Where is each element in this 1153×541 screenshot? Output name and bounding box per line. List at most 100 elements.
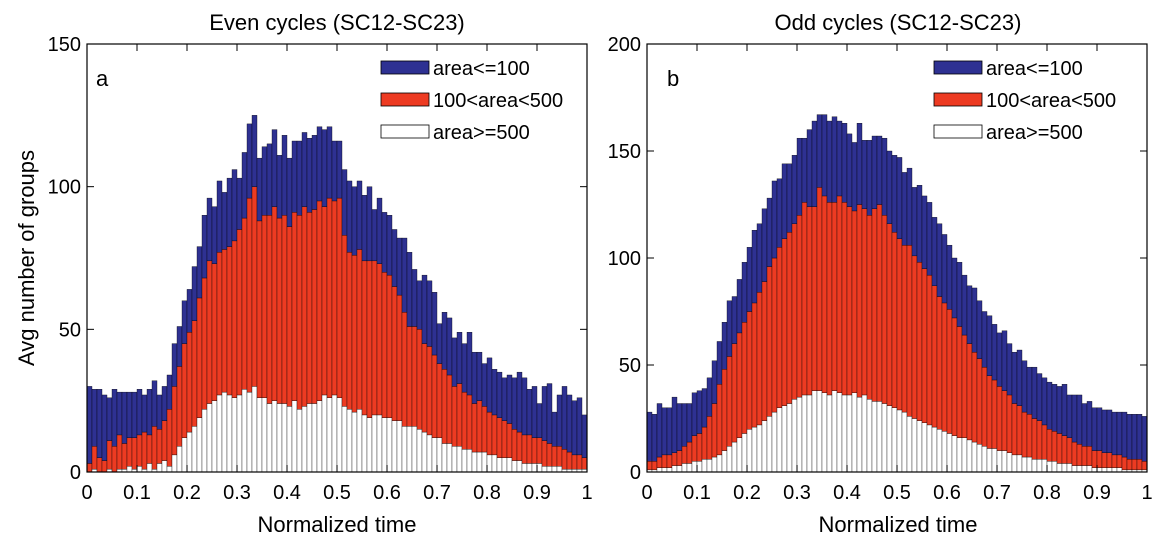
bar-segment bbox=[401, 312, 408, 427]
bar-segment bbox=[736, 332, 743, 438]
bar-segment bbox=[966, 285, 973, 344]
bar-segment bbox=[836, 195, 843, 393]
bar-segment bbox=[326, 197, 333, 398]
bar-segment bbox=[946, 244, 953, 310]
y-tick-label: 200 bbox=[608, 34, 641, 56]
bar-segment bbox=[431, 292, 438, 356]
bar-segment bbox=[551, 446, 558, 467]
bar-segment bbox=[841, 123, 848, 203]
bar-segment bbox=[751, 426, 758, 473]
panel-b-title: Odd cycles (SC12-SC23) bbox=[775, 10, 1022, 35]
bar-segment bbox=[436, 437, 443, 473]
bar-segment bbox=[91, 446, 98, 470]
bar-segment bbox=[461, 343, 468, 393]
panel-a: Even cycles (SC12-SC23) 0 50 100 150 0 0.1 0.… bbox=[48, 10, 593, 537]
bar-segment bbox=[291, 140, 298, 213]
bar-segment bbox=[261, 215, 268, 398]
bar-segment bbox=[506, 423, 513, 458]
bar-segment bbox=[1031, 366, 1038, 419]
x-tick-label: 0.5 bbox=[323, 482, 351, 504]
bar-segment bbox=[686, 463, 693, 473]
bar-segment bbox=[351, 254, 358, 413]
bar-segment bbox=[1031, 418, 1038, 460]
bar-segment bbox=[361, 195, 368, 262]
panel-a-axes-box bbox=[86, 43, 588, 473]
bar-segment bbox=[486, 357, 493, 413]
bar-segment bbox=[946, 309, 953, 434]
x-tick-label: 0 bbox=[81, 482, 92, 504]
bar-segment bbox=[316, 126, 323, 202]
bar-segment bbox=[666, 467, 673, 473]
bar-segment bbox=[306, 403, 313, 473]
bar-segment bbox=[766, 416, 773, 473]
bar-segment bbox=[986, 375, 993, 449]
panel-b-label: b bbox=[667, 66, 679, 91]
bar-segment bbox=[996, 332, 1003, 387]
bar-segment bbox=[376, 197, 383, 264]
bar-segment bbox=[901, 411, 908, 473]
bar-segment bbox=[496, 371, 503, 418]
bar-segment bbox=[421, 431, 428, 473]
bar-segment bbox=[916, 420, 923, 473]
bar-segment bbox=[866, 399, 873, 473]
bar-segment bbox=[731, 441, 738, 473]
y-axis-label: Avg number of groups bbox=[14, 150, 39, 366]
bar-segment bbox=[671, 396, 678, 453]
bar-segment bbox=[201, 215, 208, 279]
bar-segment bbox=[151, 380, 158, 427]
bar-segment bbox=[251, 386, 258, 473]
bar-segment bbox=[721, 369, 728, 451]
bar-segment bbox=[1086, 465, 1093, 473]
bar-segment bbox=[326, 397, 333, 473]
bar-segment bbox=[881, 215, 888, 404]
bar-segment bbox=[996, 450, 1003, 473]
bar-segment bbox=[1076, 444, 1083, 466]
bar-segment bbox=[741, 433, 748, 473]
bar-segment bbox=[556, 446, 563, 467]
bar-segment bbox=[396, 294, 403, 421]
bar-segment bbox=[111, 446, 118, 473]
bar-segment bbox=[806, 129, 813, 207]
bar-segment bbox=[976, 444, 983, 473]
bar-segment bbox=[956, 262, 963, 327]
bar-segment bbox=[796, 137, 803, 216]
bar-segment bbox=[911, 418, 918, 473]
x-tick-label: 1 bbox=[581, 482, 592, 504]
bar-segment bbox=[531, 463, 538, 473]
bar-segment bbox=[141, 431, 148, 470]
bar-segment bbox=[966, 439, 973, 473]
bar-segment bbox=[676, 465, 683, 473]
bar-segment bbox=[961, 274, 968, 336]
bar-segment bbox=[976, 300, 983, 359]
bar-segment bbox=[726, 300, 733, 357]
x-tick-label: 0.7 bbox=[423, 482, 451, 504]
bar-segment bbox=[1016, 349, 1023, 406]
bar-segment bbox=[231, 169, 238, 242]
bar-segment bbox=[121, 391, 128, 444]
bar-segment bbox=[306, 137, 313, 213]
bar-segment bbox=[106, 440, 113, 470]
bar-segment bbox=[851, 142, 858, 212]
bar-segment bbox=[811, 206, 818, 391]
bar-segment bbox=[216, 394, 223, 473]
bar-segment bbox=[461, 448, 468, 473]
y-tick-label: 100 bbox=[608, 248, 641, 270]
bar-segment bbox=[1076, 465, 1083, 473]
bar-segment bbox=[546, 443, 553, 467]
bar-segment bbox=[1041, 424, 1048, 460]
bar-segment bbox=[856, 123, 863, 205]
legend-label-small: area<=100 bbox=[433, 58, 530, 80]
bar-segment bbox=[936, 296, 943, 430]
bar-segment bbox=[321, 394, 328, 473]
bar-segment bbox=[956, 437, 963, 473]
bar-segment bbox=[766, 266, 773, 417]
bar-segment bbox=[336, 197, 343, 398]
bar-segment bbox=[381, 272, 388, 418]
bar-segment bbox=[366, 260, 373, 418]
bar-segment bbox=[661, 454, 668, 468]
x-tick-label: 0.6 bbox=[373, 482, 401, 504]
legend-label-large: area>=500 bbox=[986, 122, 1083, 144]
bar-segment bbox=[676, 450, 683, 466]
bar-segment bbox=[416, 329, 423, 430]
bar-segment bbox=[141, 394, 148, 433]
